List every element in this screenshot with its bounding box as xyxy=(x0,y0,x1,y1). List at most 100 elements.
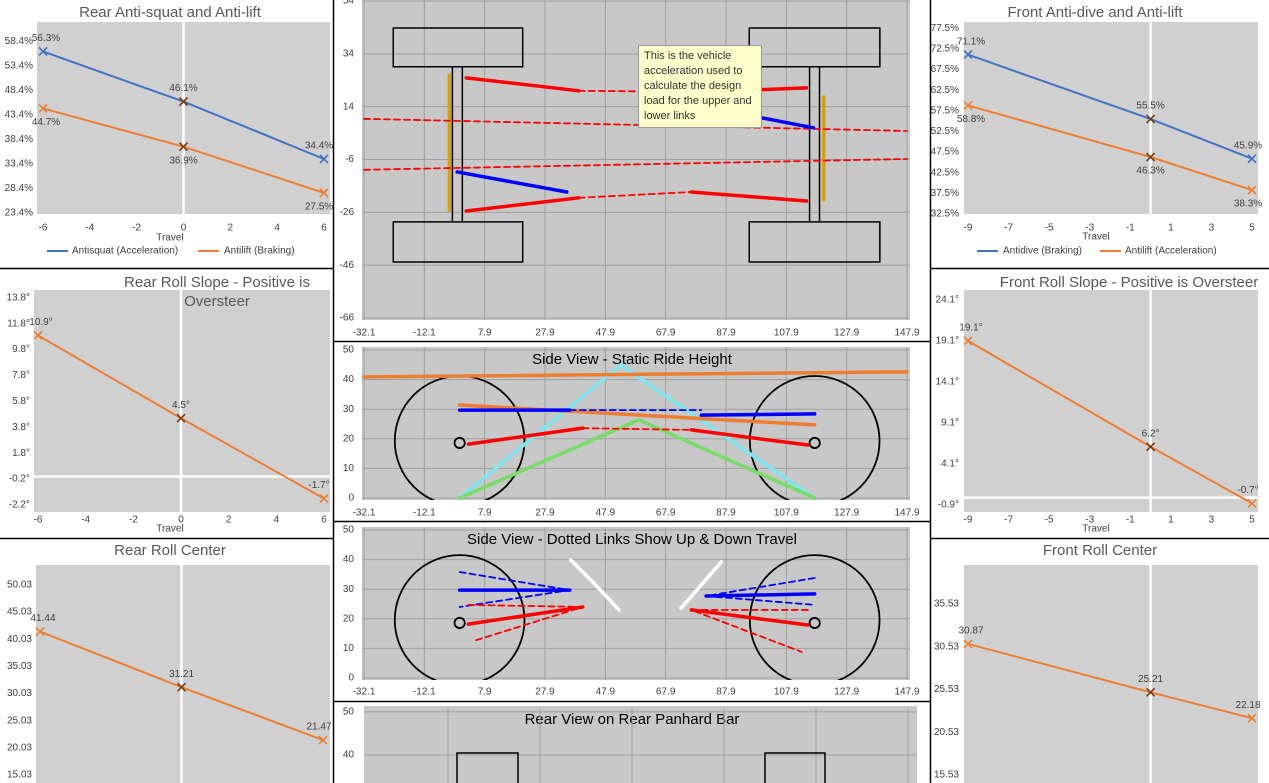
x-tick-label: -4 xyxy=(85,223,94,234)
plot-area xyxy=(964,290,1258,512)
x-tick-label: 7.9 xyxy=(478,687,492,698)
point-marker xyxy=(963,639,973,649)
y-tick-label: 72.5% xyxy=(931,43,959,54)
point-marker xyxy=(35,627,45,637)
x-axis-label: Travel xyxy=(1082,524,1109,535)
y-tick-label: 7.8° xyxy=(12,370,30,381)
x-tick-label: 127.9 xyxy=(834,328,859,339)
data-label: 27.5% xyxy=(305,202,333,213)
wheel xyxy=(748,554,881,680)
link xyxy=(759,116,816,130)
wheel xyxy=(393,554,526,680)
y-tick-label: 9.1° xyxy=(941,418,959,429)
y-tick-label: 30.53 xyxy=(934,641,959,652)
chart: 0 10 20 30 40 50 -32.1 -12.1 7.9 27.9 47.9 67.9 87.9… xyxy=(343,345,920,519)
data-label: 71.1% xyxy=(957,36,985,47)
y-tick-label: 23.4% xyxy=(5,208,33,219)
y-tick-label: 30.03 xyxy=(7,688,32,699)
point-marker xyxy=(1146,687,1156,697)
plot-area xyxy=(964,22,1258,214)
data-label: 22.18 xyxy=(1235,700,1260,711)
link xyxy=(581,427,693,431)
y-tick-label: 11.8° xyxy=(7,318,30,329)
link xyxy=(455,170,569,194)
data-label: 30.87 xyxy=(958,626,983,637)
y-tick-label: 58.4% xyxy=(5,36,33,47)
data-label: 44.7% xyxy=(32,117,60,128)
y-tick-label: 0 xyxy=(348,493,354,504)
x-tick-label: 0 xyxy=(181,223,187,234)
x-tick-label: 1 xyxy=(1168,515,1174,526)
x-tick-label: -4 xyxy=(81,515,90,526)
data-label: 46.3% xyxy=(1136,166,1164,177)
x-tick-label: 47.9 xyxy=(596,687,616,698)
data-label: -1.7° xyxy=(308,480,329,491)
link xyxy=(748,221,881,263)
chart: 23.4% 28.4% 33.4% 38.4% 43.4% 48.4% 53.4% 58.4%… xyxy=(5,4,334,257)
y-tick-label: -26 xyxy=(340,207,355,218)
chart-title: Side View - Static Ride Height xyxy=(532,351,733,368)
x-tick-label: 5 xyxy=(1249,223,1255,234)
plot-area xyxy=(964,565,1258,783)
data-label: 36.9% xyxy=(169,155,197,166)
x-tick-label: 147.9 xyxy=(894,328,919,339)
point-marker xyxy=(1247,713,1257,723)
x-tick-label: -32.1 xyxy=(353,328,376,339)
data-label: 56.3% xyxy=(32,33,60,44)
x-tick-label: -32.1 xyxy=(353,508,376,519)
wheel xyxy=(808,436,821,449)
link xyxy=(466,605,585,626)
y-tick-label: 48.4% xyxy=(5,85,33,96)
x-tick-label: 2 xyxy=(228,223,234,234)
x-tick-label: 6 xyxy=(321,515,327,526)
x-tick-label: 67.9 xyxy=(656,328,676,339)
x-tick-label: -2 xyxy=(129,515,138,526)
point-marker xyxy=(178,142,189,152)
y-tick-label: 19.1° xyxy=(936,336,959,347)
x-tick-label: -12.1 xyxy=(413,687,436,698)
chart-title: Rear Anti-squat and Anti-lift xyxy=(79,4,262,21)
x-tick-label: 107.9 xyxy=(774,328,799,339)
data-label: 31.21 xyxy=(169,669,194,680)
data-label: 21.47 xyxy=(306,722,331,733)
point-marker xyxy=(176,413,186,423)
y-tick-label: 10 xyxy=(343,463,355,474)
y-tick-label: 5.8° xyxy=(12,396,30,407)
marks xyxy=(393,554,881,680)
chart: -2.2° -0.2° 1.8° 3.8° 5.8° 7.8° 9.8° 11.8° 13.8°… xyxy=(7,290,330,535)
link xyxy=(689,190,809,203)
x-tick-label: 47.9 xyxy=(596,508,616,519)
y-tick-label: 1.8° xyxy=(12,448,30,459)
data-label: 25.21 xyxy=(1138,674,1163,685)
link xyxy=(689,428,810,447)
chart-title: Front Anti-dive and Anti-lift xyxy=(1007,4,1183,21)
link xyxy=(699,412,817,417)
y-tick-label: 35.53 xyxy=(934,599,959,610)
data-label: 41.44 xyxy=(30,613,55,624)
y-tick-label: 50 xyxy=(343,345,355,356)
x-tick-label: 4 xyxy=(274,515,280,526)
y-tick-label: 15.53 xyxy=(934,770,959,781)
chart-title: Side View - Dotted Links Show Up & Down … xyxy=(467,531,797,548)
data-label: 6.2° xyxy=(1142,428,1160,439)
point-marker xyxy=(33,330,43,340)
x-tick-label: 7.9 xyxy=(478,508,492,519)
x-tick-label: -9 xyxy=(964,223,973,234)
x-tick-label: 7.9 xyxy=(478,328,492,339)
y-tick-label: 43.4% xyxy=(5,109,33,120)
x-tick-label: 67.9 xyxy=(656,508,676,519)
marks xyxy=(363,27,908,263)
y-tick-label: 50 xyxy=(343,707,355,718)
y-tick-label: 37.5% xyxy=(931,188,959,199)
x-tick-label: -12.1 xyxy=(413,508,436,519)
x-tick-label: -6 xyxy=(34,515,43,526)
point-marker xyxy=(1247,498,1257,508)
x-axis-label: Travel xyxy=(1082,232,1109,243)
y-tick-label: 0 xyxy=(348,673,354,684)
legend-label: Antidive (Braking) xyxy=(1003,246,1082,257)
link xyxy=(363,158,908,171)
legend-label: Antisquat (Acceleration) xyxy=(72,246,178,257)
chart: 15.03 20.03 25.03 30.03 35.03 40.03 45.03 50.03… xyxy=(7,542,332,783)
x-tick-label: 0 xyxy=(178,515,184,526)
